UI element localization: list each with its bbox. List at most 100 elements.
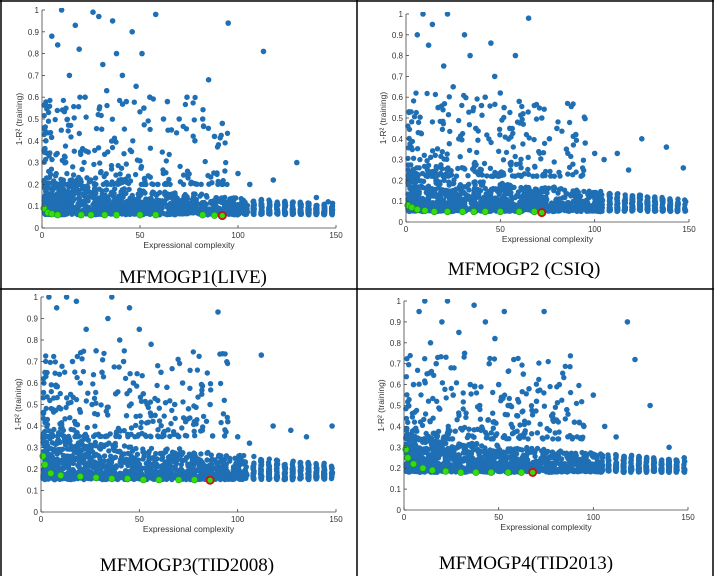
data-point [108, 162, 115, 169]
data-point [187, 367, 193, 373]
pareto-point [515, 208, 523, 216]
y-tick-label: 0.3 [28, 159, 40, 168]
data-point [70, 460, 76, 466]
data-point [155, 181, 161, 188]
data-point [414, 173, 420, 179]
data-point [446, 141, 452, 147]
data-point [274, 209, 281, 216]
data-point [81, 159, 87, 166]
data-point [622, 192, 628, 198]
data-point [413, 184, 419, 190]
data-point [165, 454, 172, 460]
data-point [42, 124, 48, 130]
data-point [205, 125, 212, 131]
data-point [531, 136, 537, 143]
data-point [205, 172, 211, 179]
data-point [209, 463, 215, 469]
data-point [502, 188, 508, 194]
data-point [659, 198, 666, 204]
data-point [675, 196, 681, 202]
data-point [481, 160, 488, 167]
outlier-point [313, 194, 320, 201]
data-point [53, 170, 59, 177]
data-point [119, 474, 125, 481]
data-point [622, 207, 628, 213]
outlier-point [66, 72, 73, 79]
data-point [524, 186, 530, 193]
data-point [131, 99, 137, 105]
pareto-point [530, 208, 538, 216]
data-point [596, 192, 603, 198]
data-point [518, 165, 524, 171]
data-point [47, 97, 53, 104]
data-point [91, 180, 98, 187]
pareto-point [470, 208, 478, 216]
data-point [429, 119, 436, 125]
data-point [144, 210, 150, 217]
data-point [541, 188, 548, 195]
outlier-point [325, 199, 332, 205]
y-tick-label: 0 [399, 218, 404, 227]
data-point [109, 464, 116, 470]
data-point [219, 195, 225, 201]
data-point [251, 453, 257, 460]
data-point [500, 203, 506, 210]
data-point [595, 208, 602, 214]
data-point [582, 116, 588, 122]
data-point [49, 156, 55, 163]
data-point [40, 389, 47, 396]
data-point [88, 476, 94, 482]
pareto-point [413, 206, 421, 214]
data-point [71, 103, 77, 110]
data-point [111, 135, 118, 141]
data-point [525, 171, 532, 178]
outlier-point [531, 102, 538, 109]
data-point [193, 197, 199, 203]
data-point [321, 204, 327, 210]
data-point [636, 192, 643, 198]
data-point [138, 165, 144, 171]
data-point [306, 474, 312, 480]
data-point [321, 470, 327, 476]
data-point [478, 202, 485, 209]
data-point [154, 469, 160, 476]
data-point [200, 123, 207, 130]
data-point [184, 469, 191, 476]
data-point [580, 157, 587, 163]
data-point [184, 168, 191, 174]
data-point [189, 196, 196, 203]
data-point [52, 203, 58, 210]
data-point [329, 211, 335, 217]
data-point [526, 135, 532, 141]
data-point [682, 197, 688, 203]
data-point [514, 192, 520, 199]
pareto-point [211, 211, 219, 219]
data-point [314, 472, 320, 478]
data-point [63, 404, 69, 411]
data-point [169, 449, 176, 455]
data-point [482, 185, 488, 192]
data-point [441, 177, 447, 184]
outlier-point [90, 9, 96, 15]
data-point [146, 457, 152, 463]
outlier-point [129, 29, 135, 35]
data-point [127, 178, 134, 184]
data-point [439, 126, 446, 132]
data-point [88, 177, 94, 183]
data-point [489, 187, 496, 193]
data-point [466, 194, 472, 200]
data-point [79, 166, 85, 172]
data-point [169, 194, 176, 200]
data-point [90, 381, 96, 387]
data-point [203, 471, 209, 477]
outlier-point [516, 98, 522, 105]
data-point [180, 172, 187, 178]
data-point [507, 109, 513, 116]
data-point [297, 467, 303, 474]
data-point [432, 91, 439, 98]
data-point [290, 468, 296, 474]
outlier-point [680, 165, 687, 171]
outlier-point [512, 52, 519, 59]
data-point [555, 119, 561, 125]
